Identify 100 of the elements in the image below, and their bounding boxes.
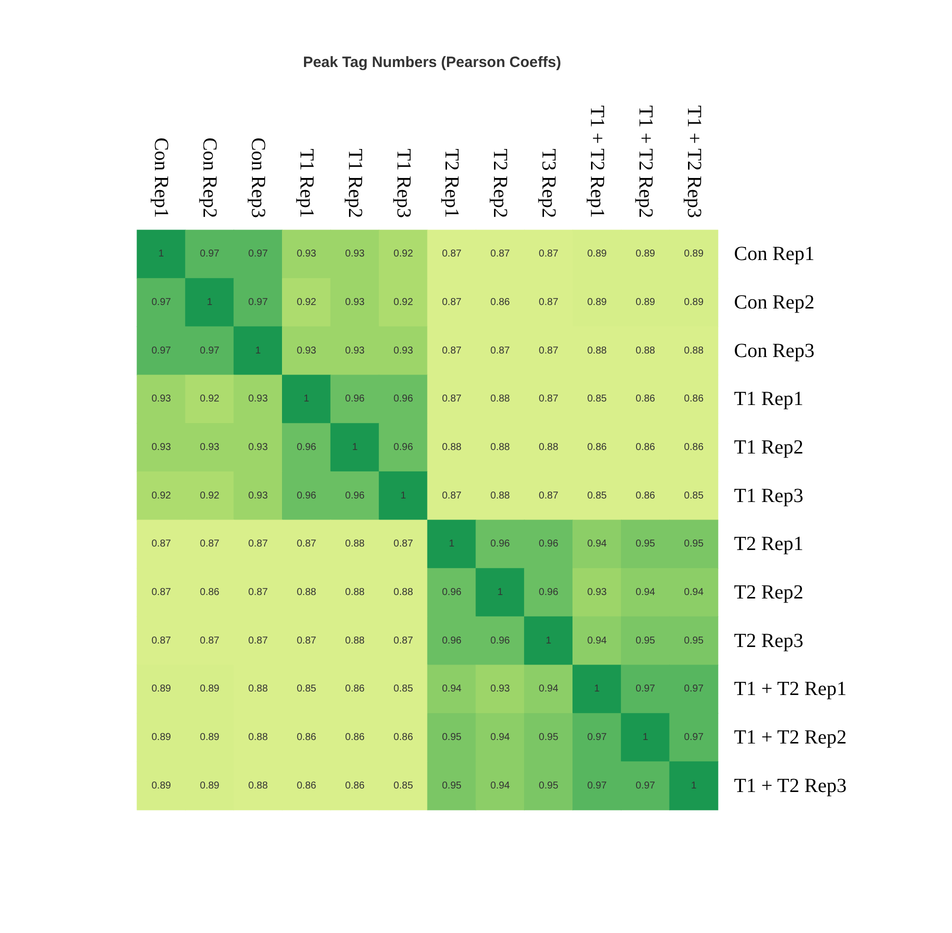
data-label: 0.93 (394, 345, 414, 356)
data-label: 0.93 (151, 394, 172, 405)
data-label: 0.93 (345, 297, 366, 308)
data-label: 0.86 (345, 684, 366, 695)
y-tick-label: T2 Rep2 (734, 582, 804, 604)
data-label: 0.94 (636, 587, 656, 598)
data-label: 1 (642, 732, 649, 743)
data-label: 0.95 (636, 635, 656, 646)
data-label: 0.97 (200, 248, 220, 260)
y-tick-label: T2 Rep3 (734, 630, 804, 652)
data-label: 0.89 (684, 248, 704, 260)
data-label: 0.87 (490, 248, 510, 260)
data-label: 0.86 (394, 732, 414, 743)
data-label: 0.89 (151, 732, 172, 743)
data-label: 0.93 (587, 587, 608, 598)
x-tick-label: T1 + T2 Rep1 (586, 105, 608, 218)
data-label: 0.85 (394, 780, 414, 792)
data-label: 0.95 (442, 732, 462, 743)
data-label: 0.95 (538, 732, 559, 743)
data-label: 0.86 (200, 587, 220, 598)
data-label: 0.92 (296, 297, 317, 308)
data-label: 0.94 (490, 732, 510, 743)
data-label: 0.86 (636, 490, 656, 502)
data-label: 0.92 (200, 394, 220, 405)
data-label: 0.94 (587, 538, 608, 550)
data-label: 0.88 (538, 442, 559, 453)
data-label: 0.89 (684, 297, 704, 308)
data-label: 0.97 (636, 780, 656, 792)
data-label: 0.94 (490, 780, 510, 792)
data-label: 0.87 (394, 635, 414, 646)
y-tick-label: Con Rep1 (734, 243, 815, 266)
data-label: 0.87 (442, 394, 462, 405)
data-label: 0.94 (587, 635, 608, 646)
data-label: 0.88 (490, 490, 510, 502)
data-label: 0.95 (636, 538, 656, 550)
data-label: 0.89 (636, 248, 656, 260)
data-label: 0.96 (442, 635, 462, 646)
data-label: 0.93 (345, 345, 366, 356)
data-label: 0.96 (538, 538, 559, 550)
data-label: 0.97 (684, 684, 704, 695)
data-label: 1 (158, 248, 164, 260)
data-label: 0.92 (151, 490, 172, 502)
data-label: 0.88 (296, 587, 317, 598)
data-label: 0.95 (538, 780, 559, 792)
data-label: 0.87 (490, 345, 510, 356)
data-label: 0.97 (587, 780, 608, 792)
data-label: 0.88 (248, 684, 268, 695)
data-label: 0.87 (151, 587, 172, 598)
data-label: 0.86 (296, 732, 317, 743)
data-label: 0.86 (345, 732, 366, 743)
x-tick-label: T1 Rep3 (392, 148, 414, 218)
data-label: 1 (255, 345, 262, 356)
data-label: 0.87 (538, 394, 559, 405)
data-label: 0.89 (151, 684, 172, 695)
data-label: 0.86 (345, 780, 366, 792)
data-label: 0.88 (248, 780, 268, 792)
data-label: 0.95 (684, 538, 704, 550)
data-label: 0.93 (248, 490, 268, 502)
data-label: 0.87 (296, 635, 317, 646)
data-label: 0.97 (200, 345, 220, 356)
data-label: 0.97 (151, 297, 172, 308)
data-label: 0.87 (151, 635, 172, 646)
data-label: 0.87 (442, 248, 462, 260)
data-label: 0.89 (151, 780, 172, 792)
data-label: 0.92 (394, 297, 414, 308)
data-label: 0.86 (587, 442, 608, 453)
x-tick-label: T2 Rep1 (440, 148, 463, 218)
x-tick-label: T1 + T2 Rep2 (634, 105, 656, 218)
y-tick-label: T1 Rep1 (734, 388, 804, 410)
data-label: 0.86 (296, 780, 317, 792)
data-label: 0.97 (151, 345, 172, 356)
data-label: 0.96 (490, 635, 510, 646)
data-label: 0.86 (636, 442, 656, 453)
data-label: 1 (448, 538, 455, 550)
data-label: 0.89 (587, 248, 608, 260)
data-label: 0.96 (296, 490, 317, 502)
data-label: 0.92 (200, 490, 220, 502)
data-label: 0.94 (442, 684, 462, 695)
data-label: 0.97 (248, 297, 268, 308)
y-tick-label: T2 Rep1 (734, 533, 804, 556)
data-label: 0.87 (248, 538, 268, 550)
data-label: 0.88 (248, 732, 268, 743)
data-label: 0.94 (684, 587, 704, 598)
data-label: 0.89 (587, 297, 608, 308)
data-label: 1 (497, 587, 504, 598)
y-tick-label: T1 Rep3 (734, 484, 804, 507)
data-label: 0.88 (442, 442, 462, 453)
data-label: 0.94 (538, 684, 559, 695)
data-label: 0.87 (200, 538, 220, 550)
chart-title: Peak Tag Numbers (Pearson Coeffs) (302, 54, 562, 71)
data-label: 0.88 (490, 442, 510, 453)
data-label: 0.97 (587, 732, 608, 743)
data-label: 0.96 (345, 394, 366, 405)
data-label: 0.95 (684, 635, 704, 646)
data-label: 0.96 (345, 490, 366, 502)
data-label: 0.93 (296, 345, 317, 356)
data-label: 0.87 (442, 490, 462, 502)
data-label: 0.87 (200, 635, 220, 646)
data-label: 0.89 (200, 732, 220, 743)
data-label: 0.93 (151, 442, 172, 453)
